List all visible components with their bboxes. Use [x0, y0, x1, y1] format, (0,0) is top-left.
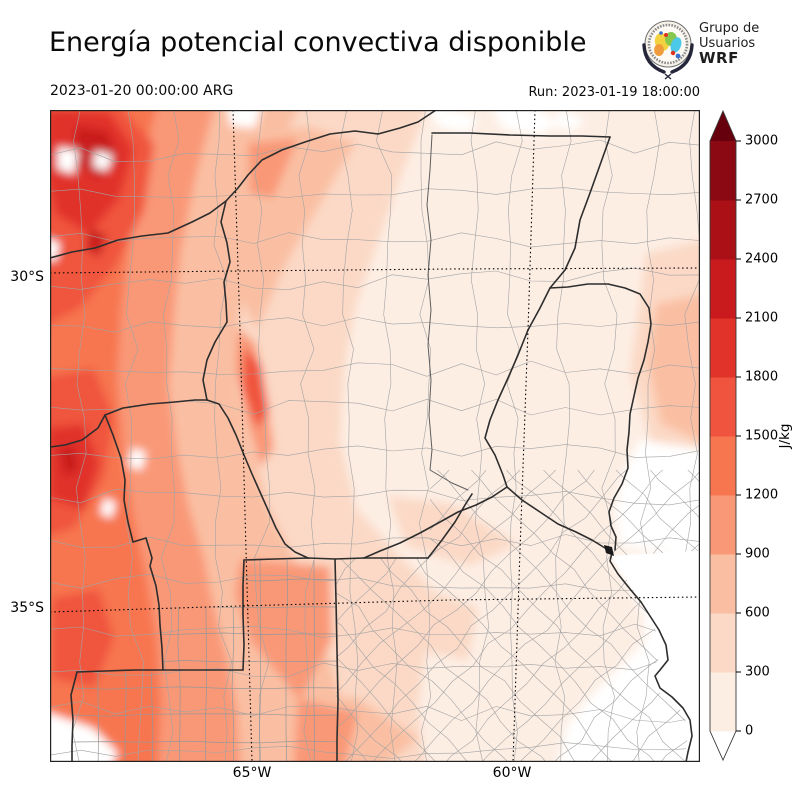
- map-svg: [49, 109, 700, 762]
- colorbar-under-arrow: [710, 731, 736, 760]
- colorbar-segment: [710, 554, 736, 614]
- colorbar-segment: [710, 672, 736, 732]
- colorbar-tick-label: 0: [745, 724, 753, 739]
- logo-text-line3: WRF: [699, 49, 739, 67]
- colorbar-segment: [710, 200, 736, 260]
- colorbar-unit-label: J/kg: [777, 424, 793, 450]
- colorbar-tick-label: 1200: [745, 488, 778, 503]
- wrf-globe-seal-icon: [642, 20, 694, 80]
- colorbar-tick-label: 2700: [745, 193, 778, 208]
- graticule: [50, 110, 700, 762]
- colorbar-segment: [710, 613, 736, 673]
- wrf-users-group-logo: Grupo de Usuarios WRF: [638, 13, 798, 83]
- axis-label-lon-60w: 60°W: [492, 765, 532, 781]
- axis-label-lon-65w: 65°W: [232, 765, 272, 781]
- colorbar-tick-label: 1800: [745, 370, 778, 385]
- colorbar-segment: [710, 141, 736, 201]
- colorbar-segment: [710, 495, 736, 555]
- colorbar-tick-label: 600: [745, 606, 770, 621]
- logo-text-line1: Grupo de: [699, 21, 760, 36]
- colorbar-segment: [710, 259, 736, 319]
- axis-label-lat-35s: 35°S: [10, 600, 44, 616]
- map-figure: [49, 109, 700, 762]
- map-frame: [49, 109, 700, 762]
- colorbar-tick-label: 3000: [745, 134, 778, 149]
- colorbar-tick-label: 1500: [745, 429, 778, 444]
- colorbar-segment: [710, 436, 736, 496]
- colorbar-tick-label: 2100: [745, 311, 778, 326]
- colorbar-segment: [710, 377, 736, 437]
- page-title: Energía potencial convectiva disponible: [49, 27, 587, 58]
- buenos-aires-city-marker: [604, 545, 614, 556]
- ocean-mask: [612, 550, 700, 762]
- province-boundaries: [50, 110, 693, 762]
- run-time-label: Run: 2023-01-19 18:00:00: [528, 85, 700, 100]
- colorbar-segment: [710, 318, 736, 378]
- colorbar: 0 300 600 900 1200 1500 1800 2100 2400 2700 3000 J/…: [700, 100, 800, 780]
- colorbar-tick-label: 300: [745, 665, 770, 680]
- axis-label-lat-30s: 30°S: [10, 269, 44, 285]
- colorbar-tick-label: 2400: [745, 252, 778, 267]
- colorbar-svg: 0 300 600 900 1200 1500 1800 2100 2400 2700 3000 J/…: [709, 109, 793, 762]
- colorbar-over-arrow: [710, 111, 736, 141]
- valid-time-label: 2023-01-20 00:00:00 ARG: [50, 83, 234, 99]
- secondary-boundaries: [426, 134, 469, 491]
- colorbar-tick-label: 900: [745, 547, 770, 562]
- logo-text-line2: Usuarios: [699, 36, 756, 51]
